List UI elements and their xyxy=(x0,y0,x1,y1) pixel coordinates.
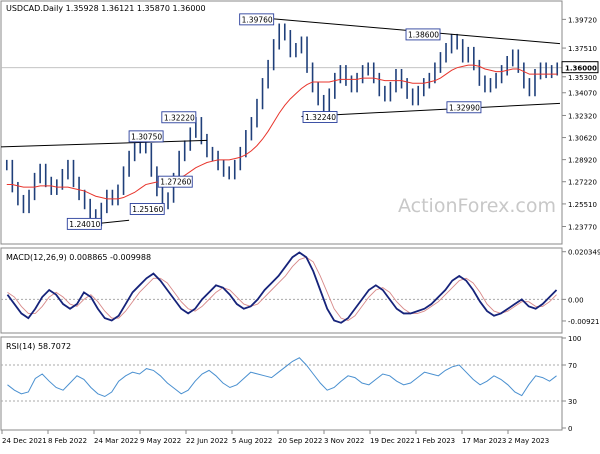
price-ytick-label: 1.27220 xyxy=(568,179,597,187)
annotation-box xyxy=(157,175,193,188)
price-ytick-label: 1.32320 xyxy=(568,112,597,120)
price-ytick-label: 1.30620 xyxy=(568,135,597,143)
price-ytick-label: 1.25510 xyxy=(568,201,597,209)
macd-y-axis: 0.020349 0.00 -0.009215 xyxy=(562,249,600,326)
rsi-y-axis: 100 70 30 0 xyxy=(562,335,581,433)
annotation-box xyxy=(128,130,164,143)
macd-panel-frame xyxy=(0,247,563,334)
x-tick-label: 8 Feb 2022 xyxy=(48,437,87,445)
x-tick-label: 24 Mar 2022 xyxy=(94,437,138,445)
price-ytick-label: 1.37510 xyxy=(568,45,597,53)
rsi-lines xyxy=(1,357,562,402)
x-tick-label: 19 Dec 2022 xyxy=(370,437,415,445)
annotation-label: 1.32990 xyxy=(449,103,480,112)
moving-average-line xyxy=(6,64,558,200)
rsi-ytick-label: 30 xyxy=(568,398,577,406)
price-y-axis: 1.39720 1.37510 1.35300 1.34070 1.32320 1.306… xyxy=(561,16,599,232)
x-tick-label: 20 Sep 2022 xyxy=(278,437,322,445)
annotation-label: 1.27260 xyxy=(160,178,191,187)
x-tick-label: 9 May 2022 xyxy=(140,437,181,445)
price-ytick-label: 1.34070 xyxy=(568,90,597,98)
current-price-box xyxy=(561,61,599,74)
annotation-box xyxy=(302,111,338,123)
price-annotations: 1.39760 1.38600 1.32220 1.30750 1.32240 1.329… xyxy=(66,13,482,230)
x-tick-label: 2 May 2023 xyxy=(508,437,549,445)
annotation-box xyxy=(405,28,441,41)
rsi-ytick-label: 100 xyxy=(568,335,581,343)
ohlc-label: 1.35928 1.36121 1.35870 1.36000 xyxy=(66,4,206,13)
rsi-ytick-label: 0 xyxy=(568,425,572,433)
macd-ytick-label: -0.009215 xyxy=(568,318,600,326)
watermark: ActionForex.com xyxy=(398,195,556,217)
macd-label: MACD(12,26,9) 0.008865 -0.009988 xyxy=(6,253,151,262)
current-price-label: 1.36000 xyxy=(565,65,597,73)
macd-lines xyxy=(1,251,562,324)
chart-header: USDCAD.Daily 1.35928 1.36121 1.35870 1.3… xyxy=(6,4,206,13)
price-ytick-label: 1.35300 xyxy=(568,74,597,82)
x-tick-label: 22 Jun 2022 xyxy=(186,437,228,445)
ma-line xyxy=(6,64,558,200)
price-ytick-label: 1.39720 xyxy=(568,16,597,24)
trendline xyxy=(0,139,207,148)
annotation-box xyxy=(66,217,102,230)
x-tick-label: 1 Feb 2023 xyxy=(416,437,455,445)
x-axis: 24 Dec 2021 8 Feb 2022 24 Mar 2022 9 May 20… xyxy=(1,430,549,445)
annotation-label: 1.30750 xyxy=(131,132,162,141)
price-panel-frame xyxy=(0,0,563,245)
annotation-label: 1.32240 xyxy=(305,113,336,122)
annotation-label: 1.32220 xyxy=(164,113,195,122)
trendline xyxy=(301,102,561,118)
x-tick-label: 5 Aug 2022 xyxy=(232,437,272,445)
rsi-panel-frame xyxy=(0,336,563,431)
rsi-label: RSI(14) 58.7072 xyxy=(6,342,71,351)
macd-main-line xyxy=(6,251,558,324)
price-ytick-label: 1.28920 xyxy=(568,157,597,165)
macd-ytick-label: 0.020349 xyxy=(568,249,600,257)
rsi-line xyxy=(7,357,557,398)
x-tick-label: 3 Nov 2022 xyxy=(324,437,364,445)
symbol-label: USDCAD.Daily xyxy=(6,4,63,13)
annotation-box xyxy=(129,203,165,215)
annotation-label: 1.25160 xyxy=(132,205,163,214)
x-tick-label: 24 Dec 2021 xyxy=(2,437,47,445)
annotation-label: 1.24010 xyxy=(69,220,100,229)
price-ytick-label: 1.23770 xyxy=(568,224,597,232)
annotation-box xyxy=(446,101,482,114)
annotation-box xyxy=(239,13,275,26)
macd-signal-line xyxy=(7,256,557,321)
macd-ytick-label: 0.00 xyxy=(568,296,584,304)
annotation-box xyxy=(161,111,197,124)
annotation-label: 1.38600 xyxy=(408,30,439,39)
annotation-label: 1.39760 xyxy=(242,15,273,24)
x-tick-label: 17 Mar 2023 xyxy=(462,437,506,445)
rsi-ytick-label: 70 xyxy=(568,362,577,370)
